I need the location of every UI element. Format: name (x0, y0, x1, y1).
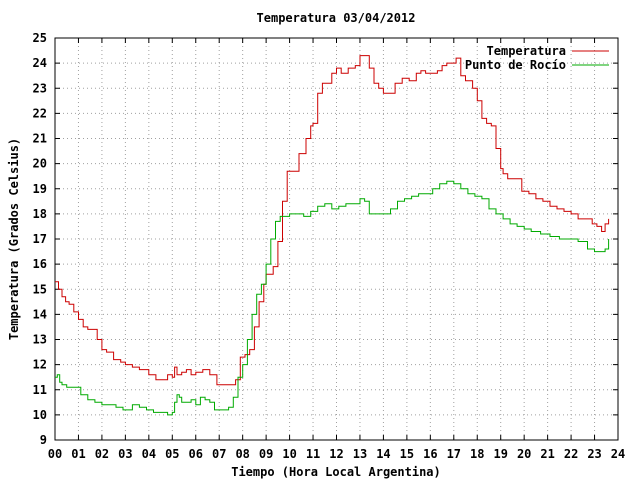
x-tick-label: 13 (353, 447, 367, 461)
x-tick-label: 20 (517, 447, 531, 461)
y-axis-ticks: 9 10 11 12 13 14 15 16 17 18 19 20 21 22 23 24 25 (33, 31, 618, 447)
x-tick-label: 12 (329, 447, 343, 461)
x-tick-label: 03 (118, 447, 132, 461)
x-tick-label: 11 (306, 447, 320, 461)
y-axis-label: Temperatura (Grados Celsius) (7, 138, 21, 340)
legend-label: Temperatura (487, 44, 566, 58)
y-tick-label: 15 (33, 282, 47, 296)
legend-label: Punto de Rocío (465, 58, 566, 72)
y-tick-label: 14 (33, 307, 47, 321)
x-tick-label: 06 (189, 447, 203, 461)
y-tick-label: 25 (33, 31, 47, 45)
x-axis-label: Tiempo (Hora Local Argentina) (231, 465, 441, 479)
x-tick-label: 18 (470, 447, 484, 461)
grid (55, 38, 618, 440)
y-tick-label: 12 (33, 358, 47, 372)
x-tick-label: 02 (95, 447, 109, 461)
x-tick-label: 19 (493, 447, 507, 461)
x-tick-label: 21 (540, 447, 554, 461)
y-tick-label: 9 (40, 433, 47, 447)
x-tick-label: 22 (564, 447, 578, 461)
y-tick-label: 13 (33, 333, 47, 347)
y-tick-label: 21 (33, 132, 47, 146)
x-axis-ticks: 00 01 02 03 04 05 06 07 08 09 10 11 12 13 14 15 16 17 18 19… (48, 38, 625, 461)
y-tick-label: 19 (33, 182, 47, 196)
y-tick-label: 23 (33, 81, 47, 95)
y-tick-label: 18 (33, 207, 47, 221)
chart-title: Temperatura 03/04/2012 (257, 11, 416, 25)
x-tick-label: 10 (282, 447, 296, 461)
x-tick-label: 16 (423, 447, 437, 461)
x-tick-label: 01 (71, 447, 85, 461)
x-tick-label: 23 (587, 447, 601, 461)
x-tick-label: 07 (212, 447, 226, 461)
y-tick-label: 17 (33, 232, 47, 246)
y-tick-label: 11 (33, 383, 47, 397)
x-tick-label: 24 (611, 447, 625, 461)
series-line-punto-de-rocio (55, 180, 610, 416)
series-line-temperatura (55, 55, 610, 386)
x-tick-label: 08 (235, 447, 249, 461)
x-tick-label: 09 (259, 447, 273, 461)
y-tick-label: 10 (33, 408, 47, 422)
x-tick-label: 04 (142, 447, 156, 461)
y-tick-label: 24 (33, 56, 47, 70)
x-tick-label: 15 (400, 447, 414, 461)
series-lines (55, 55, 610, 416)
y-tick-label: 22 (33, 106, 47, 120)
x-tick-label: 05 (165, 447, 179, 461)
x-tick-label: 17 (447, 447, 461, 461)
x-tick-label: 00 (48, 447, 62, 461)
x-tick-label: 14 (376, 447, 390, 461)
y-tick-label: 20 (33, 157, 47, 171)
y-tick-label: 16 (33, 257, 47, 271)
